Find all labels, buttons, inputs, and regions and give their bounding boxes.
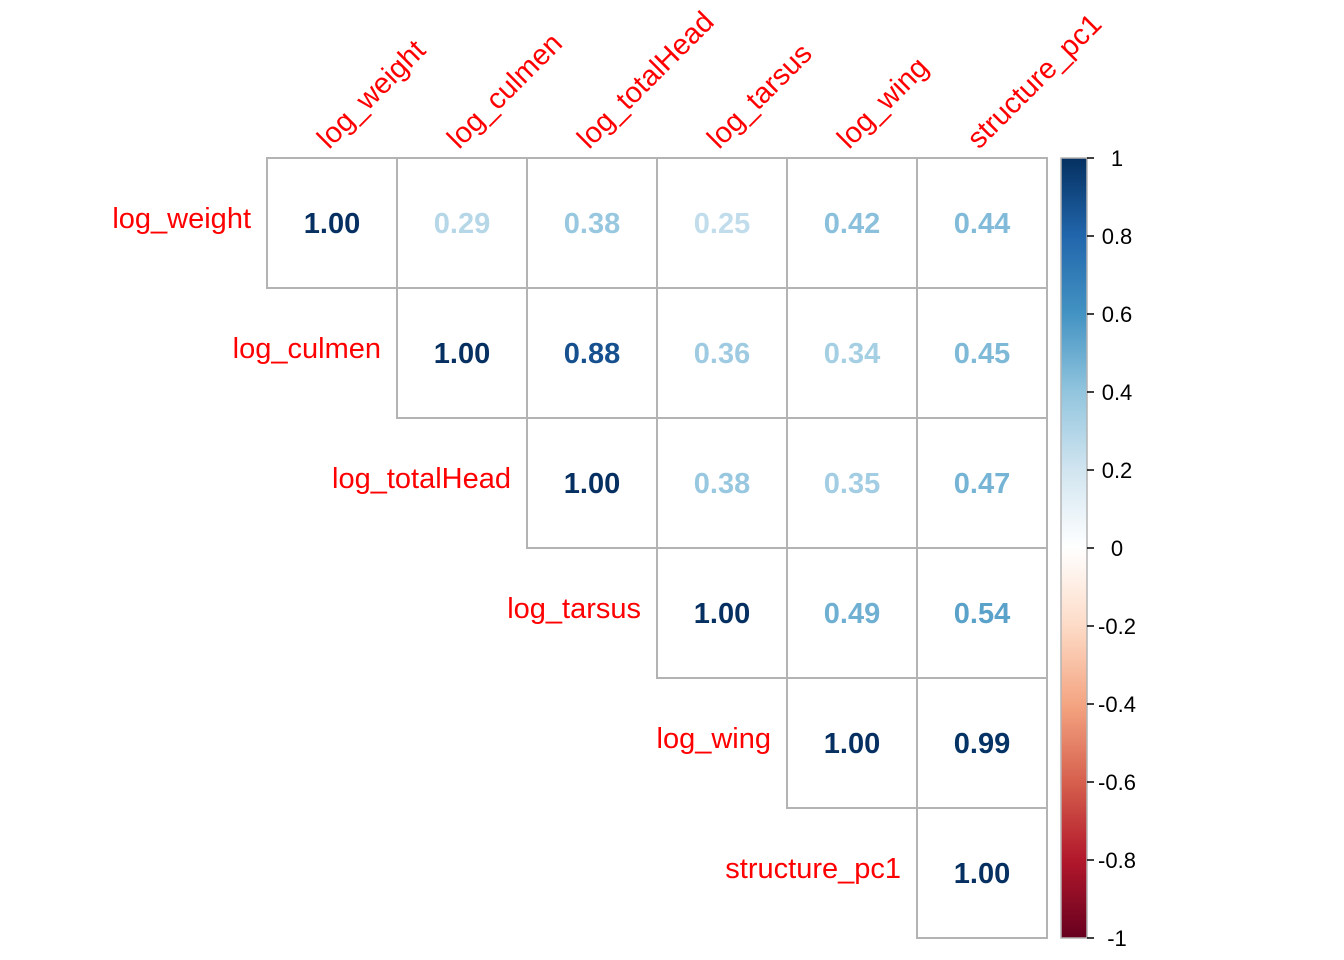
column-labels: log_weight log_culmen log_totalHeadlog_tar… (311, 6, 1108, 155)
cell-log_weight-log_culmen (396, 157, 528, 289)
cell-value: 0.29 (434, 208, 490, 240)
cell-log_culmen-log_culmen (396, 287, 528, 419)
cell-value: 0.38 (564, 208, 620, 240)
colorbar-tick-label: -1 (1107, 926, 1127, 951)
cell-log_totalHead-log_wing (786, 417, 918, 549)
row-label-log_weight: log_weight (112, 203, 251, 235)
colorbar-tick-label: 0 (1111, 536, 1123, 561)
column-label-log_weight: log_weight (311, 34, 432, 155)
cell-value: 0.45 (954, 338, 1010, 370)
cell-value: 0.38 (694, 468, 750, 500)
cell-value: 0.35 (824, 468, 880, 500)
cell-log_totalHead-structure_pc1 (916, 417, 1048, 549)
cell-value: 0.34 (824, 338, 880, 370)
cell-value: 1.00 (824, 728, 880, 760)
row-label-log_totalHead: log_totalHead (332, 463, 511, 495)
column-label-log_tarsus: log_tarsus (701, 38, 818, 155)
cell-log_culmen-log_totalHead (526, 287, 658, 419)
column-label-structure_pc1: structure_pc1 (961, 8, 1108, 155)
cell-value: 0.88 (564, 338, 620, 370)
cell-log_wing-log_wing (786, 677, 918, 809)
cell-log_wing-structure_pc1 (916, 677, 1048, 809)
row-label-log_wing: log_wing (657, 723, 771, 755)
cell-value: 0.99 (954, 728, 1010, 760)
row-label-log_culmen: log_culmen (233, 333, 381, 365)
colorbar-tick-label: -0.4 (1098, 692, 1136, 717)
cell-value: 0.36 (694, 338, 750, 370)
cell-structure_pc1-structure_pc1 (916, 807, 1048, 939)
cell-log_weight-log_totalHead (526, 157, 658, 289)
colorbar-tick-label: 0.8 (1102, 224, 1133, 249)
colorbar-tick-label: -0.6 (1098, 770, 1136, 795)
colorbar-tick-label: 0.6 (1102, 302, 1133, 327)
colorbar-tick-label: 1 (1111, 146, 1123, 171)
colorbar-tick-label: 0.2 (1102, 458, 1133, 483)
cell-value: 1.00 (954, 858, 1010, 890)
cell-log_culmen-structure_pc1 (916, 287, 1048, 419)
cell-log_weight-structure_pc1 (916, 157, 1048, 289)
colorbar-tick-label: 0.4 (1102, 380, 1133, 405)
cell-value: 0.42 (824, 208, 880, 240)
cell-value: 0.49 (824, 598, 880, 630)
column-label-log_culmen: log_culmen (441, 27, 569, 155)
colorbar-tick-label: -0.8 (1098, 848, 1136, 873)
colorbar-legend: 1 0.8 0.6 0.4 0.2 0 -0.2 -0.4 -0.6 -0.8 -1 (1060, 146, 1136, 951)
cell-value: 0.47 (954, 468, 1010, 500)
cell-value: 0.54 (954, 598, 1010, 630)
cell-log_tarsus-structure_pc1 (916, 547, 1048, 679)
correlation-cells: 1.00 0.29 0.38 0.25 0.42 0.44 1.00 0.88 0.36 0.34… (266, 157, 1048, 939)
cell-value: 1.00 (304, 208, 360, 240)
cell-value: 0.25 (694, 208, 750, 240)
cell-log_weight-log_tarsus (656, 157, 788, 289)
row-label-log_tarsus: log_tarsus (507, 593, 641, 625)
cell-value: 1.00 (434, 338, 490, 370)
column-label-log_totalHead: log_totalHead (571, 6, 720, 155)
column-label-log_wing: log_wing (831, 51, 935, 155)
cell-value: 1.00 (694, 598, 750, 630)
cell-value: 1.00 (564, 468, 620, 500)
row-label-structure_pc1: structure_pc1 (725, 853, 901, 885)
cell-log_tarsus-log_tarsus (656, 547, 788, 679)
colorbar-tick-label: -0.2 (1098, 614, 1136, 639)
cell-log_culmen-log_wing (786, 287, 918, 419)
row-labels: log_weight log_culmen log_totalHead log_tar… (112, 203, 901, 885)
cell-log_totalHead-log_totalHead (526, 417, 658, 549)
colorbar-gradient (1060, 157, 1088, 939)
cell-log_weight-log_weight (266, 157, 398, 289)
cell-value: 0.44 (954, 208, 1010, 240)
cell-log_tarsus-log_wing (786, 547, 918, 679)
